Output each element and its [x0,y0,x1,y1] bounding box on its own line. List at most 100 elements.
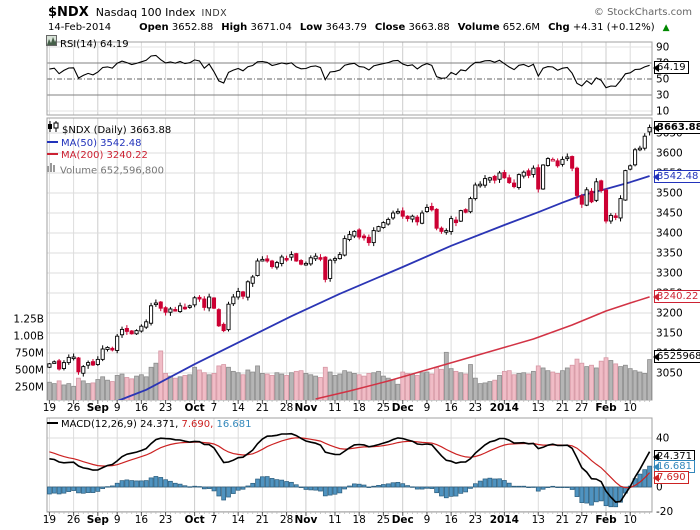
svg-text:26: 26 [67,402,81,414]
ma50-legend-label: MA(50) 3542.48 [61,137,142,149]
svg-text:16: 16 [444,514,458,526]
volume-axis-labels: 750M [15,348,44,360]
svg-text:Nov: Nov [295,514,318,526]
svg-text:23: 23 [469,402,482,414]
svg-text:3500: 3500 [656,188,683,200]
svg-text:23: 23 [159,402,172,414]
volume-axis-labels: 1.00B [13,331,44,343]
svg-text:90: 90 [656,42,669,54]
ma200-line [315,296,650,400]
svg-text:Sep: Sep [87,514,110,526]
svg-text:25: 25 [377,402,390,414]
svg-text:9: 9 [114,514,121,526]
svg-text:0: 0 [656,482,663,494]
volume-axis-labels: 500M [15,365,44,377]
svg-text:7: 7 [211,514,218,526]
volume-legend-label: Volume 652,596,800 [60,164,164,176]
low-value: 3643.79 [325,22,367,33]
svg-text:13: 13 [532,402,545,414]
volume-axis-labels: 250M [15,382,44,394]
low-label: Low [299,22,323,33]
svg-text:16: 16 [135,514,149,526]
svg-text:3350: 3350 [656,248,683,260]
svg-text:11: 11 [328,402,341,414]
macd-line-icon [47,422,58,424]
macd-hist-value: 16.681 [216,419,252,430]
up-arrow-icon: ▲ [662,23,670,33]
chart-header-title: $NDX Nasdaq 100 Index INDX [48,5,227,20]
macd-legend-label: MACD(12,26,9) 24.371, [61,419,179,430]
copyright: © StockCharts.com [593,7,692,18]
macd-histogram [47,465,652,508]
index-name: Nasdaq 100 Index [95,6,196,19]
svg-text:3300: 3300 [656,268,683,280]
macd-lines [49,432,651,503]
open-label: Open [139,22,169,33]
macd-signal-value: 7.690, [181,419,214,430]
svg-text:500M: 500M [15,365,44,377]
ma50-line-icon [47,140,58,143]
svg-text:250M: 250M [15,382,44,394]
svg-text:Dec: Dec [392,514,414,526]
svg-text:3050: 3050 [656,368,683,380]
svg-text:1.00B: 1.00B [13,331,44,343]
svg-text:11: 11 [328,514,341,526]
volume-bars-icon [47,162,57,177]
svg-text:750M: 750M [15,348,44,360]
panel-borders [46,41,653,513]
svg-text:28: 28 [280,514,293,526]
svg-text:3600: 3600 [656,148,683,160]
svg-text:2014: 2014 [490,514,519,526]
svg-text:50: 50 [656,74,669,86]
svg-text:18: 18 [352,514,365,526]
close-label: Close [374,22,406,33]
svg-text:30: 30 [656,90,669,102]
symbol: $NDX [48,5,89,20]
svg-text:Oct: Oct [185,514,205,526]
last-price-tag: 3663.88 [653,121,700,134]
svg-text:19: 19 [43,402,56,414]
svg-text:7: 7 [211,402,218,414]
ma50-price-tag: 3542.48 [652,170,700,183]
macd-signal-tag: 7.690 [653,471,689,484]
rsi-value-tag: 64.19 [653,61,689,74]
ma200-line-icon [47,153,58,155]
svg-text:9: 9 [424,514,431,526]
svg-text:Dec: Dec [392,402,414,414]
svg-text:10: 10 [624,514,637,526]
svg-text:1.25B: 1.25B [13,314,44,326]
y-axis-labels: 3050310031503200325033003350340034503500… [656,42,683,519]
svg-text:10: 10 [656,106,669,118]
svg-text:18: 18 [352,402,365,414]
volume-axis-labels: 1.25B [13,314,44,326]
chg-value: +4.31 (+0.12%) [572,22,655,33]
high-value: 3671.04 [250,22,292,33]
macd-legend: MACD(12,26,9) 24.371, 7.690, 16.681 [47,419,251,432]
svg-text:Sep: Sep [87,402,110,414]
svg-text:27: 27 [575,402,588,414]
candlesticks [47,124,652,377]
quote-bar: 14-Feb-2014 Open 3652.88 High 3671.04 Low 3… [48,22,670,33]
svg-text:40: 40 [656,433,669,445]
svg-text:3200: 3200 [656,308,683,320]
svg-text:28: 28 [280,402,293,414]
svg-text:3150: 3150 [656,328,683,340]
quote-date: 14-Feb-2014 [48,22,112,33]
svg-text:Nov: Nov [295,402,318,414]
svg-text:10: 10 [624,402,637,414]
svg-text:21: 21 [556,514,569,526]
svg-text:Feb: Feb [595,514,617,526]
svg-text:21: 21 [256,402,269,414]
high-label: High [221,22,248,33]
volume-value: 652.6M [502,22,541,33]
svg-text:23: 23 [469,514,482,526]
volume-bars [47,350,652,400]
rsi-indicator-icon [46,35,57,51]
x-axis-labels: 19 26 Sep 9 16 23 Oct 7 14 21 28 Nov 11 18 25 Dec 9 16 23 2… [43,400,650,526]
volume-value-tag: 652596800 [652,350,700,363]
svg-text:9: 9 [114,402,121,414]
svg-text:26: 26 [67,514,81,526]
exchange-code: INDX [201,8,228,19]
svg-text:23: 23 [159,514,172,526]
